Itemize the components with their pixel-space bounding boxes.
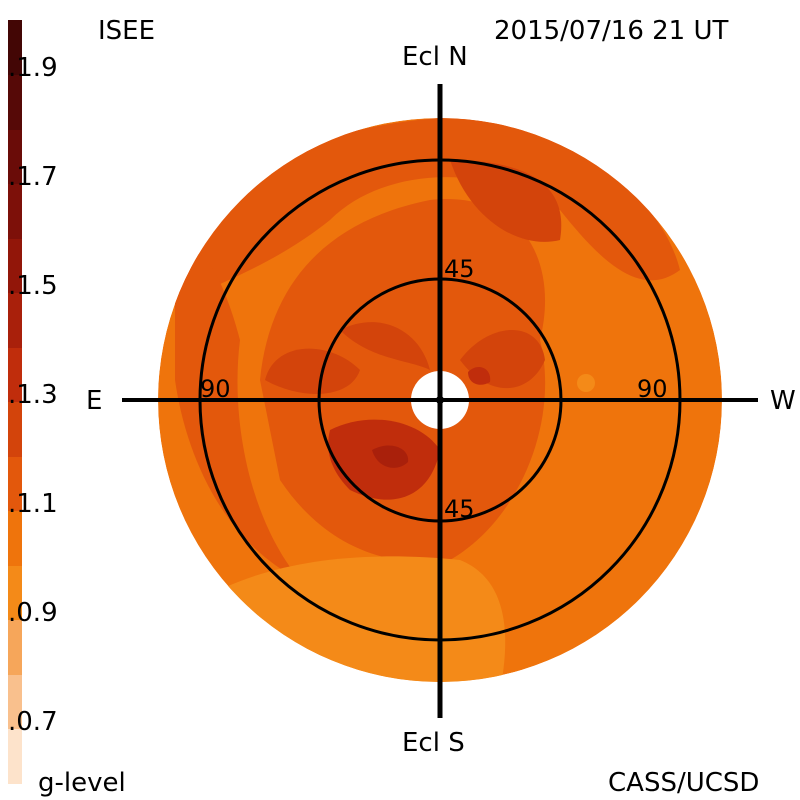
observatory-label: ISEE — [98, 16, 156, 46]
direction-east: E — [86, 386, 103, 416]
direction-north: Ecl N — [402, 42, 468, 72]
colorbar-segment — [8, 20, 22, 75]
ring-label-outer-right: 90 — [637, 375, 668, 403]
colorbar-tick-label: .1.1 — [8, 488, 58, 519]
region-east-lobe — [265, 348, 360, 394]
region-south-east-core — [372, 445, 409, 468]
colorbar-tick-label: .1.3 — [8, 379, 58, 410]
colorbar-title: g-level — [38, 768, 126, 798]
colorbar — [8, 20, 22, 784]
region-outer-north-arc — [160, 118, 680, 310]
region-center-west-spot — [468, 367, 491, 385]
colorbar-segment — [8, 728, 22, 784]
colorbar-tick-label: .1.7 — [8, 161, 58, 192]
colorbar-tick-label: .1.5 — [8, 270, 58, 301]
colorbar-segment — [8, 183, 22, 239]
region-central-west-arc — [260, 199, 546, 562]
colorbar-segment — [8, 565, 22, 620]
colorbar-segment — [8, 510, 22, 566]
region-central-north-east — [340, 322, 430, 370]
colorbar-segment — [8, 456, 22, 511]
colorbar-segment — [8, 674, 22, 729]
colorbar-segment — [8, 238, 22, 293]
colorbar-segment — [8, 401, 22, 457]
colorbar-tick-label: .0.7 — [8, 706, 58, 737]
direction-west: W — [770, 386, 796, 416]
credit-label: CASS/UCSD — [608, 768, 760, 798]
colorbar-segment — [8, 347, 22, 402]
region-outer-east-arc — [175, 253, 300, 580]
ring-label-inner-top: 45 — [444, 255, 475, 283]
colorbar-segment — [8, 74, 22, 130]
colorbar-tick-label: .0.9 — [8, 597, 58, 628]
ring-label-inner-bottom: 45 — [444, 495, 475, 523]
sun-center-dot — [436, 396, 444, 404]
colorbar-tick-label: .1.9 — [8, 52, 58, 83]
colorbar-segment — [8, 619, 22, 675]
colorbar-segment — [8, 129, 22, 184]
direction-south: Ecl S — [402, 728, 465, 758]
timestamp-label: 2015/07/16 21 UT — [494, 16, 729, 46]
region-west-spot — [577, 374, 595, 392]
colorbar-segment — [8, 292, 22, 348]
ring-label-outer-left: 90 — [200, 375, 231, 403]
